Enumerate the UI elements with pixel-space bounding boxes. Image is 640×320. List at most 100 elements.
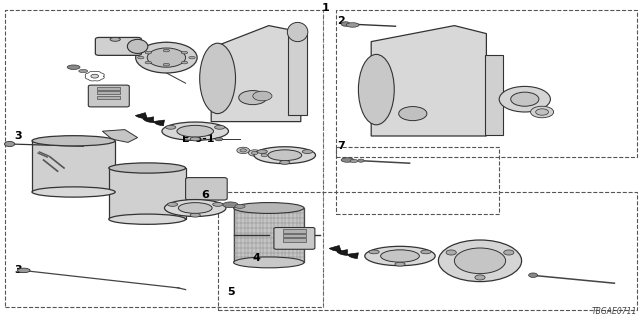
Ellipse shape <box>358 159 364 162</box>
Text: 7: 7 <box>337 140 345 151</box>
Ellipse shape <box>475 275 485 280</box>
Ellipse shape <box>163 49 170 52</box>
Ellipse shape <box>399 107 427 121</box>
FancyBboxPatch shape <box>274 228 315 249</box>
Bar <box>32 141 115 192</box>
Ellipse shape <box>215 138 223 141</box>
Ellipse shape <box>504 250 514 255</box>
Ellipse shape <box>189 56 195 59</box>
Ellipse shape <box>190 213 200 217</box>
Ellipse shape <box>258 152 271 158</box>
Wedge shape <box>154 120 164 126</box>
Ellipse shape <box>420 250 431 254</box>
Ellipse shape <box>248 150 261 156</box>
Text: 2: 2 <box>337 16 345 26</box>
Ellipse shape <box>341 158 354 162</box>
Ellipse shape <box>365 246 435 266</box>
Ellipse shape <box>252 151 258 155</box>
Text: 5: 5 <box>227 287 235 297</box>
Bar <box>234 208 304 262</box>
Ellipse shape <box>214 125 225 129</box>
Text: 1: 1 <box>321 3 329 13</box>
Ellipse shape <box>346 23 359 27</box>
Bar <box>283 238 306 242</box>
Ellipse shape <box>358 54 394 125</box>
Ellipse shape <box>110 37 120 41</box>
Ellipse shape <box>32 136 115 146</box>
FancyBboxPatch shape <box>88 85 129 107</box>
Bar <box>97 96 120 99</box>
Wedge shape <box>143 117 154 123</box>
Ellipse shape <box>240 149 246 152</box>
Ellipse shape <box>190 137 200 141</box>
Ellipse shape <box>253 91 272 101</box>
Bar <box>283 234 306 237</box>
Ellipse shape <box>145 51 152 54</box>
Ellipse shape <box>109 214 186 224</box>
Ellipse shape <box>254 147 316 164</box>
Ellipse shape <box>237 147 250 154</box>
Ellipse shape <box>200 43 236 114</box>
Ellipse shape <box>302 150 312 154</box>
Ellipse shape <box>239 91 267 105</box>
Ellipse shape <box>163 63 170 66</box>
Text: TBGAE0711: TBGAE0711 <box>591 307 637 316</box>
Ellipse shape <box>109 163 186 173</box>
Ellipse shape <box>179 203 212 213</box>
Ellipse shape <box>511 92 539 106</box>
Ellipse shape <box>395 262 405 266</box>
Ellipse shape <box>136 42 197 73</box>
Ellipse shape <box>381 250 419 262</box>
Wedge shape <box>348 253 358 259</box>
Ellipse shape <box>4 141 15 147</box>
Ellipse shape <box>446 250 456 255</box>
Ellipse shape <box>17 268 30 273</box>
Ellipse shape <box>454 248 506 274</box>
Ellipse shape <box>147 48 186 67</box>
Ellipse shape <box>177 125 214 137</box>
Ellipse shape <box>257 150 268 154</box>
Polygon shape <box>371 26 486 136</box>
Bar <box>109 168 186 219</box>
Wedge shape <box>135 113 147 118</box>
Ellipse shape <box>499 86 550 112</box>
Ellipse shape <box>91 74 99 78</box>
Ellipse shape <box>67 65 80 69</box>
Polygon shape <box>102 130 138 142</box>
Ellipse shape <box>145 61 152 64</box>
Ellipse shape <box>32 187 115 197</box>
Ellipse shape <box>166 125 176 129</box>
FancyBboxPatch shape <box>95 37 141 55</box>
Ellipse shape <box>369 250 380 254</box>
Bar <box>288 34 307 115</box>
Ellipse shape <box>212 203 223 206</box>
Text: 3: 3 <box>14 265 22 276</box>
Ellipse shape <box>168 203 178 206</box>
Ellipse shape <box>127 39 148 53</box>
Ellipse shape <box>79 69 88 73</box>
Ellipse shape <box>341 22 350 26</box>
Text: 6: 6 <box>202 190 209 200</box>
Bar <box>283 229 306 233</box>
Bar <box>97 91 120 94</box>
Ellipse shape <box>531 106 554 118</box>
Ellipse shape <box>261 154 268 157</box>
Wedge shape <box>337 250 348 255</box>
Ellipse shape <box>162 122 228 140</box>
Ellipse shape <box>438 240 522 282</box>
Ellipse shape <box>234 257 304 268</box>
Ellipse shape <box>536 109 548 115</box>
Ellipse shape <box>268 150 301 161</box>
Bar <box>485 55 503 135</box>
Ellipse shape <box>287 22 308 42</box>
Polygon shape <box>211 26 301 122</box>
FancyBboxPatch shape <box>186 178 227 200</box>
Ellipse shape <box>164 200 226 216</box>
Wedge shape <box>329 245 341 251</box>
Bar <box>97 87 120 90</box>
Text: 4: 4 <box>253 252 260 263</box>
Text: E-6-1: E-6-1 <box>182 134 215 144</box>
Ellipse shape <box>223 202 238 208</box>
Ellipse shape <box>280 160 290 164</box>
Ellipse shape <box>529 273 538 277</box>
